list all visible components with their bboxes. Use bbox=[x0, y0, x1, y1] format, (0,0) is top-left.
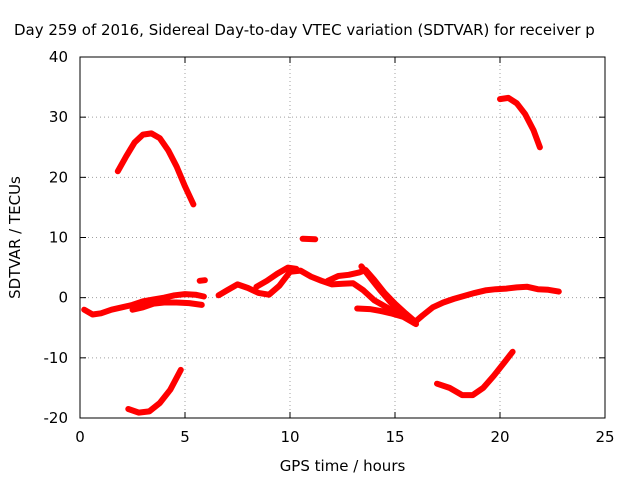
y-tick-label: -10 bbox=[44, 349, 69, 367]
series-band-middle-b bbox=[253, 264, 300, 290]
x-tick-label: 15 bbox=[385, 428, 404, 446]
y-tick-label: 20 bbox=[49, 168, 68, 186]
series-patch-5-8-3 bbox=[196, 277, 208, 284]
series-patch-10-5 bbox=[299, 235, 319, 243]
series-layer bbox=[81, 94, 562, 416]
series-band-left-lower bbox=[129, 299, 205, 313]
chart-title: Day 259 of 2016, Sidereal Day-to-day VTE… bbox=[14, 21, 595, 39]
series-band-left bbox=[81, 291, 207, 318]
y-tick-label: 0 bbox=[58, 289, 68, 307]
ticks-layer: 0 5 10 15 20 25 -20 -10 0 10 20 30 40 bbox=[44, 48, 615, 446]
grid-layer bbox=[80, 57, 605, 418]
series-band-right bbox=[410, 283, 562, 326]
y-tick-label: 30 bbox=[49, 108, 68, 126]
series-arc-lower-right bbox=[434, 348, 516, 399]
series-arc-upper-left bbox=[114, 130, 197, 208]
y-tick-label: -20 bbox=[44, 409, 69, 427]
x-axis-label: GPS time / hours bbox=[280, 457, 406, 475]
x-tick-label: 20 bbox=[490, 428, 509, 446]
series-band-middle-a bbox=[215, 267, 419, 325]
series-arc-upper-right bbox=[497, 94, 543, 151]
y-tick-label: 40 bbox=[49, 48, 68, 66]
x-tick-label: 10 bbox=[280, 428, 299, 446]
series-band-middle-e bbox=[354, 305, 419, 328]
x-tick-label: 0 bbox=[75, 428, 85, 446]
x-tick-label: 5 bbox=[180, 428, 190, 446]
x-tick-label: 25 bbox=[595, 428, 614, 446]
series-arc-lower-left bbox=[125, 366, 184, 416]
y-tick-label: 10 bbox=[49, 229, 68, 247]
y-axis-label: SDTVAR / TECUs bbox=[6, 176, 24, 299]
series-band-middle-d bbox=[358, 263, 415, 323]
